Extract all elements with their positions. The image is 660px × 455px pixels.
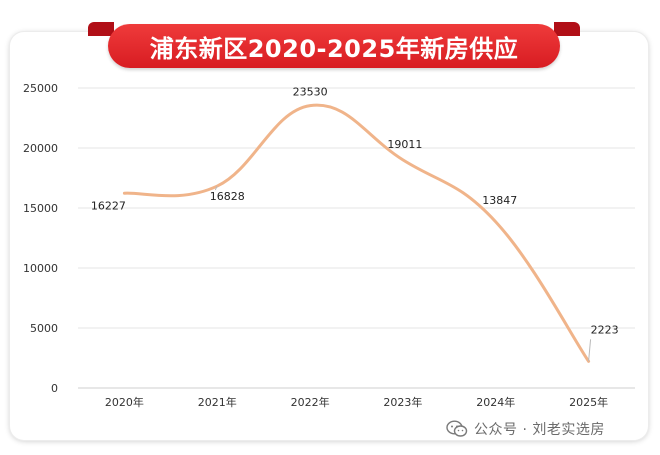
x-tick-label: 2020年 xyxy=(105,395,144,409)
y-tick-label: 25000 xyxy=(23,82,58,95)
watermark-text: 公众号 · 刘老实选房 xyxy=(474,422,605,438)
x-tick-label: 2025年 xyxy=(569,395,608,409)
watermark: 公众号 · 刘老实选房 xyxy=(446,418,605,440)
gridlines xyxy=(78,87,635,389)
y-tick-label: 20000 xyxy=(23,142,58,155)
data-label: 23530 xyxy=(293,86,328,99)
title-band: 浦东新区2020-2025年新房供应 xyxy=(108,24,560,68)
y-tick-label: 5000 xyxy=(30,322,58,335)
banner-ribbon-left xyxy=(88,22,114,36)
y-axis-ticks: 0 5000 10000 15000 20000 25000 xyxy=(23,82,58,395)
x-tick-label: 2022年 xyxy=(291,395,330,409)
x-tick-label: 2023年 xyxy=(383,395,422,409)
data-label: 16227 xyxy=(91,199,126,212)
series-line xyxy=(122,103,591,363)
x-tick-label: 2024年 xyxy=(476,395,515,409)
banner-ribbon-right xyxy=(554,22,580,36)
data-label-leader xyxy=(214,185,218,191)
chart-card xyxy=(10,32,648,440)
data-label: 16828 xyxy=(210,190,245,203)
y-tick-label: 0 xyxy=(51,382,58,395)
y-tick-label: 10000 xyxy=(23,262,58,275)
data-label: 13847 xyxy=(482,194,517,207)
series-layer xyxy=(122,103,591,363)
wechat-icon xyxy=(446,420,468,437)
chart-title: 浦东新区2020-2025年新房供应 xyxy=(149,34,519,63)
y-tick-label: 15000 xyxy=(23,202,58,215)
x-axis-ticks: 2020年 2021年 2022年 2023年 2024年 2025年 xyxy=(105,395,608,409)
data-label-leader xyxy=(588,339,592,362)
data-label: 19011 xyxy=(387,138,422,151)
data-labels: 16227 16828 23530 19011 13847 2223 xyxy=(91,86,619,362)
x-tick-label: 2021年 xyxy=(198,395,237,409)
data-label: 2223 xyxy=(591,323,619,336)
title-banner: 浦东新区2020-2025年新房供应 xyxy=(88,18,580,68)
